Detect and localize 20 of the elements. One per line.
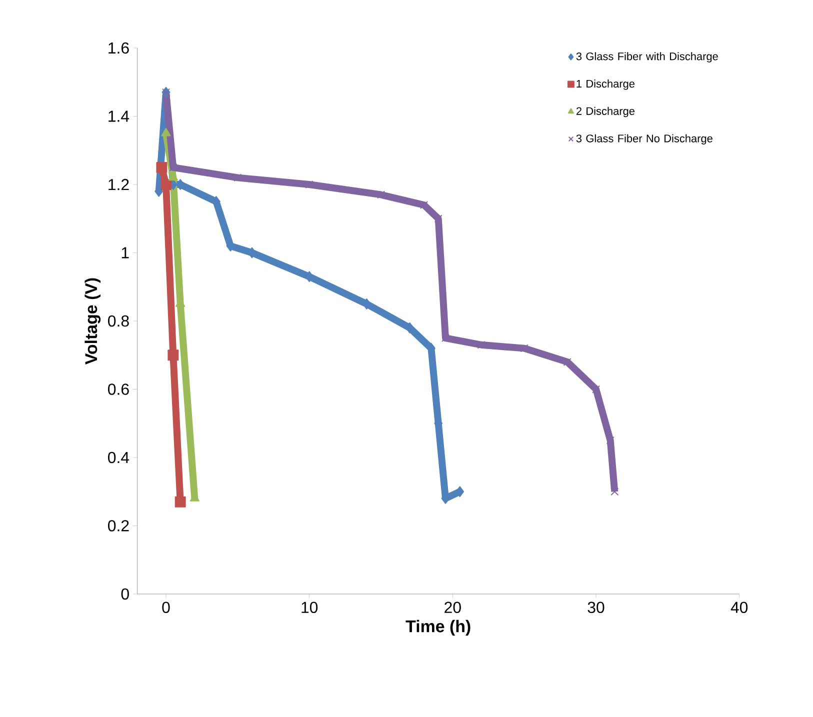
y-tick-label: 1.4: [108, 110, 130, 122]
x-tick-label: 0: [162, 602, 170, 614]
y-tick-label: 1.2: [108, 178, 129, 190]
y-tick-label: 0.8: [108, 315, 129, 327]
y-axis-title: Voltage (V): [84, 278, 101, 364]
y-tick-label: 0.4: [108, 452, 130, 464]
x-tick-label: 40: [730, 602, 748, 614]
y-tick-label: 0: [121, 588, 129, 600]
y-tick-label: 1: [122, 247, 129, 258]
x-axis-title: Time (h): [406, 620, 470, 636]
x-tick-label: 10: [302, 602, 318, 614]
legend-label: 3 Glass Fiber with Discharge: [576, 52, 718, 62]
y-tick-label: 0.2: [108, 520, 129, 532]
y-tick-label: 1.6: [108, 42, 129, 54]
legend-label: 1 Discharge: [576, 80, 635, 90]
y-tick-label: 0.6: [108, 384, 129, 395]
legend-label: 2 Discharge: [576, 106, 635, 118]
x-tick-label: 20: [444, 602, 461, 614]
legend-label: 3 Glass Fiber No Discharge: [576, 134, 712, 144]
x-tick-label: 30: [588, 602, 604, 614]
